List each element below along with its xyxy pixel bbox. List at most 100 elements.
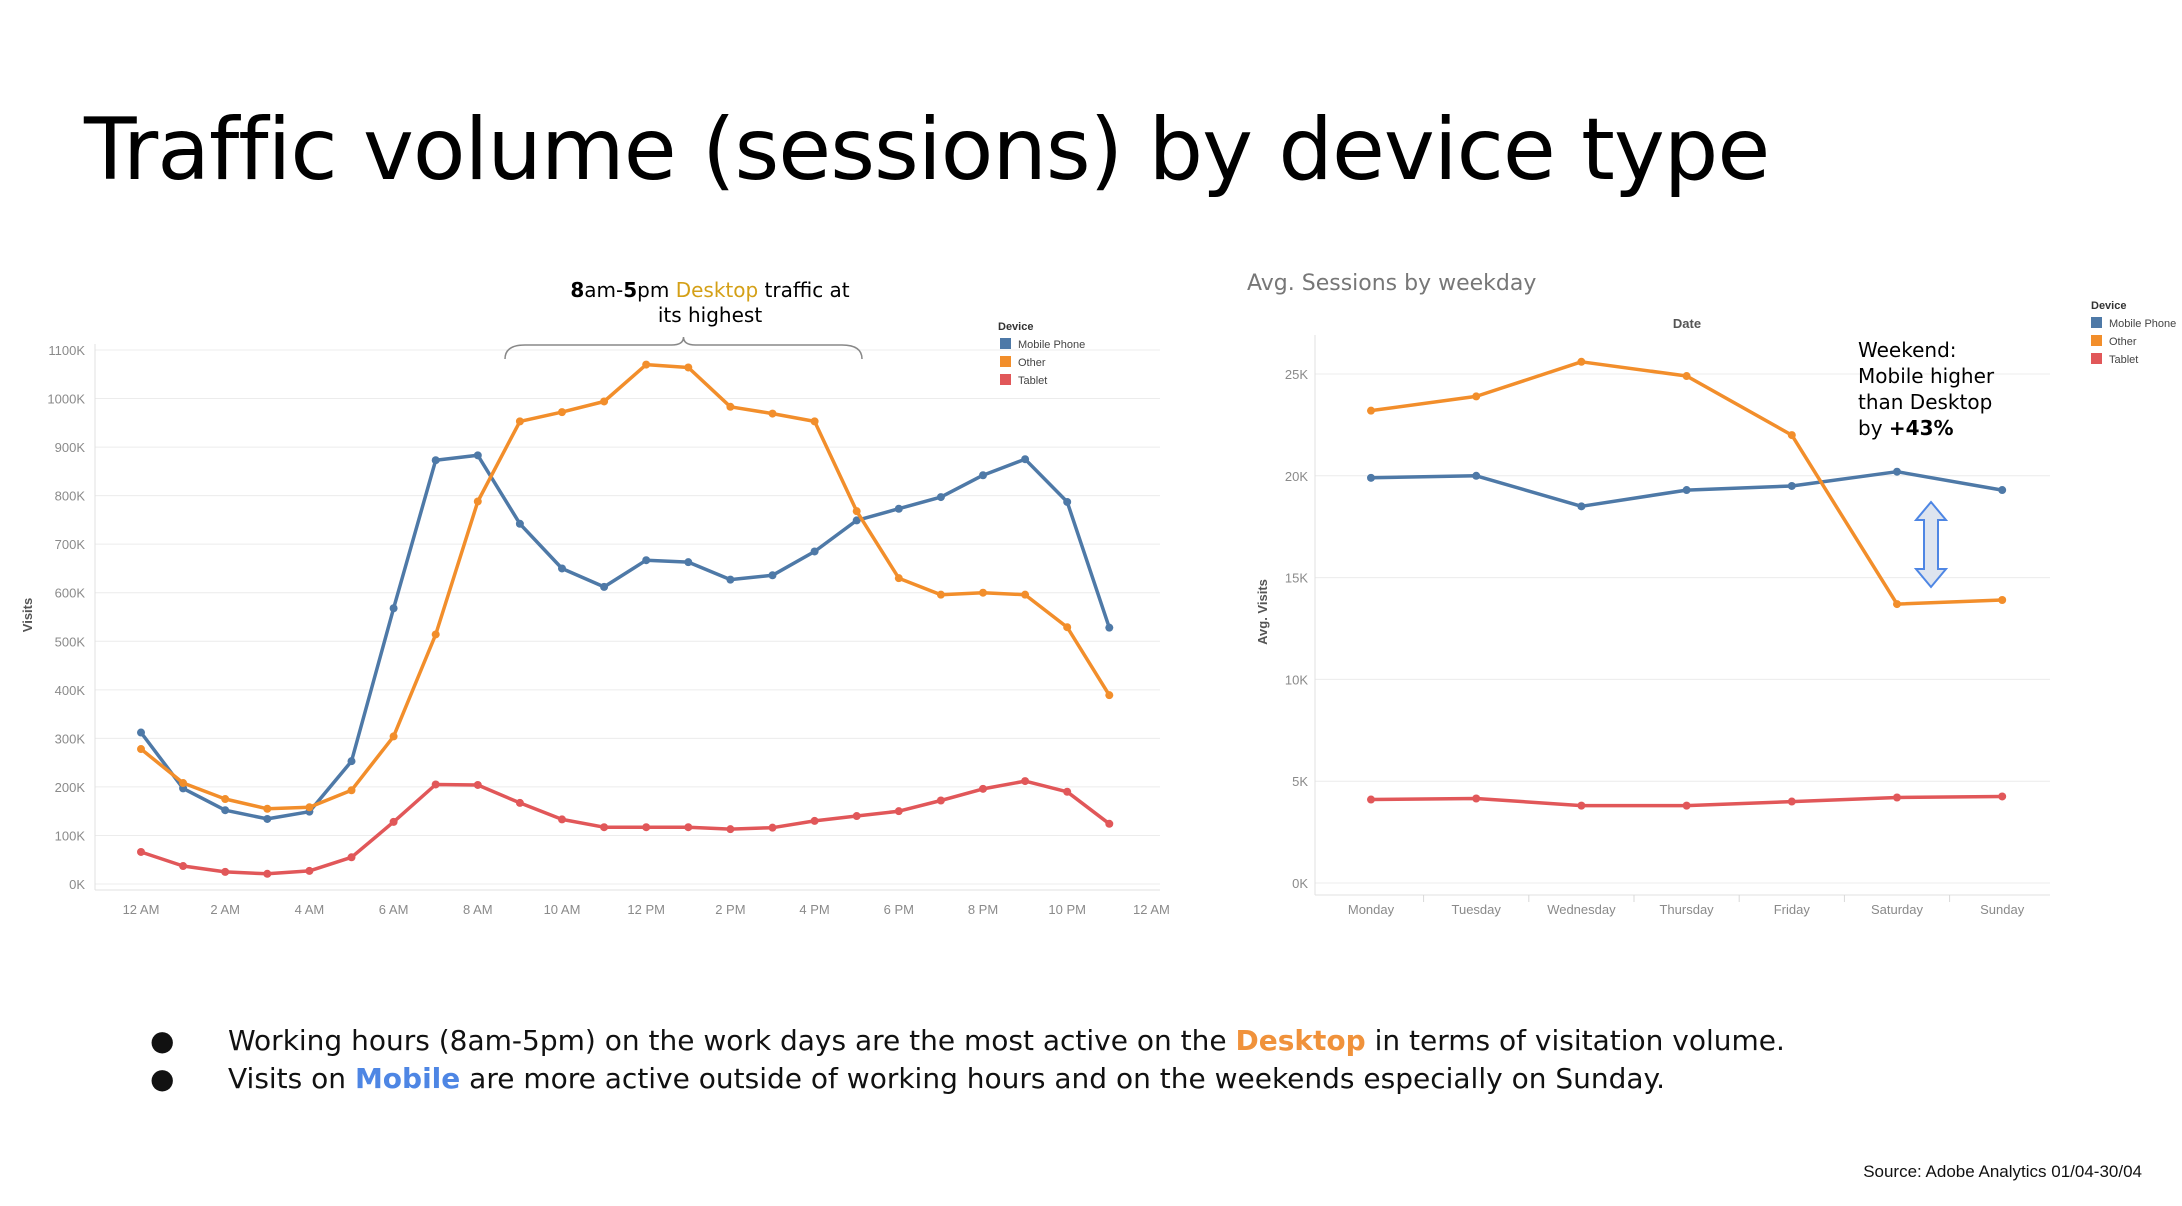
legend-swatch [1000, 356, 1011, 367]
data-point [1682, 486, 1691, 495]
source-note: Source: Adobe Analytics 01/04-30/04 [1863, 1162, 2142, 1181]
x-tick-label: Thursday [1659, 902, 1714, 917]
series-line-other [139, 362, 1111, 811]
x-tick-label: Wednesday [1547, 902, 1616, 917]
annotation-text-am: am- [584, 278, 624, 302]
bullet-text: Visits on [228, 1062, 355, 1095]
y-tick-label: 400K [55, 683, 86, 698]
data-point [979, 588, 987, 597]
x-tick-label: 8 AM [463, 902, 493, 917]
x-tick-label: 4 PM [799, 902, 829, 917]
y-tick-label: 800K [55, 489, 86, 504]
x-tick-label: 12 PM [627, 902, 665, 917]
legend-label: Other [1018, 357, 1046, 369]
data-point [1998, 486, 2007, 495]
data-point [768, 571, 777, 580]
data-point [642, 360, 651, 369]
weekend-annotation-line3: than Desktop [1858, 390, 1993, 414]
data-point [347, 757, 356, 766]
data-point [768, 823, 777, 832]
data-point [305, 866, 314, 875]
data-point [1105, 691, 1114, 700]
x-tick-label: 2 AM [210, 902, 240, 917]
data-point [1105, 623, 1114, 632]
legend-label: Mobile Phone [1018, 339, 1085, 351]
y-tick-label: 5K [1292, 774, 1308, 789]
data-point [347, 786, 356, 795]
data-point [1063, 497, 1072, 506]
data-point [1063, 787, 1072, 796]
bullet-text: Working hours (8am-5pm) on the work days… [228, 1024, 1236, 1057]
data-point [347, 853, 356, 862]
data-point [979, 471, 987, 480]
data-point [1105, 819, 1114, 828]
data-point [431, 780, 440, 789]
data-point [558, 408, 566, 417]
weekend-annotation-by: by [1858, 416, 1889, 440]
x-tick-label: 6 PM [884, 902, 914, 917]
data-point [1893, 793, 1901, 802]
legend-label: Tablet [1018, 375, 1047, 387]
data-point [1787, 481, 1796, 490]
slide-title: Traffic volume (sessions) by device type [84, 100, 1770, 200]
y-tick-label: 300K [55, 731, 86, 746]
legend-label: Tablet [2109, 354, 2138, 366]
legend-label: Other [2109, 336, 2137, 348]
x-tick-label: 8 PM [968, 902, 998, 917]
x-tick-label: Sunday [1980, 902, 2025, 917]
annotation-hour-end: 5 [623, 278, 638, 302]
series-line-mobile-phone [139, 453, 1111, 821]
legend-label: Mobile Phone [2109, 318, 2176, 330]
data-point [431, 630, 440, 639]
annotation-line2: its highest [657, 303, 763, 327]
bullet-dot: ● [150, 1024, 175, 1057]
data-point [179, 862, 188, 871]
y-tick-label: 10K [1285, 672, 1308, 687]
x-axis-title: Date [1673, 316, 1701, 331]
y-tick-label: 500K [55, 634, 86, 649]
data-point [936, 590, 945, 599]
legend-swatch [2091, 335, 2102, 346]
data-point [389, 732, 398, 741]
data-point [221, 867, 230, 876]
y-tick-label: 200K [55, 780, 86, 795]
data-point [431, 456, 440, 465]
bullet-highlight-desktop: Desktop [1235, 1024, 1366, 1057]
data-point [1577, 801, 1586, 810]
y-tick-label: 25K [1285, 367, 1308, 382]
data-point [642, 823, 651, 832]
data-point [1787, 431, 1796, 440]
y-axis-title: Visits [20, 598, 35, 632]
annotation-text-traffic: traffic at [758, 278, 850, 302]
data-point [600, 823, 609, 832]
data-point [1367, 406, 1375, 415]
legend-title: Device [998, 321, 1033, 333]
data-point [179, 779, 188, 788]
x-tick-label: 10 PM [1048, 902, 1086, 917]
data-point [684, 363, 693, 372]
data-point [684, 823, 693, 832]
x-tick-label: Friday [1774, 902, 1811, 917]
bullet-text: in terms of visitation volume. [1365, 1024, 1785, 1057]
bullet-item-desktop: ● Working hours (8am-5pm) on the work da… [150, 1022, 1785, 1060]
data-point [263, 804, 272, 813]
peak-bracket [504, 336, 863, 360]
data-point [768, 409, 777, 418]
data-point [894, 504, 903, 513]
data-point [726, 825, 735, 834]
y-tick-label: 1000K [47, 392, 85, 407]
data-point [137, 745, 145, 754]
weekend-annotation-value: +43% [1888, 416, 1954, 440]
x-tick-label: 4 AM [295, 902, 325, 917]
data-point [221, 806, 230, 815]
bullet-text: are more active outside of working hours… [460, 1062, 1666, 1095]
x-tick-label: 6 AM [379, 902, 409, 917]
data-point [1577, 502, 1586, 511]
y-tick-label: 0K [1292, 876, 1308, 891]
legend-swatch [1000, 338, 1011, 349]
data-point [810, 417, 819, 426]
data-point [852, 507, 861, 516]
y-tick-label: 900K [55, 440, 86, 455]
y-tick-label: 20K [1285, 469, 1308, 484]
data-point [1998, 595, 2007, 604]
